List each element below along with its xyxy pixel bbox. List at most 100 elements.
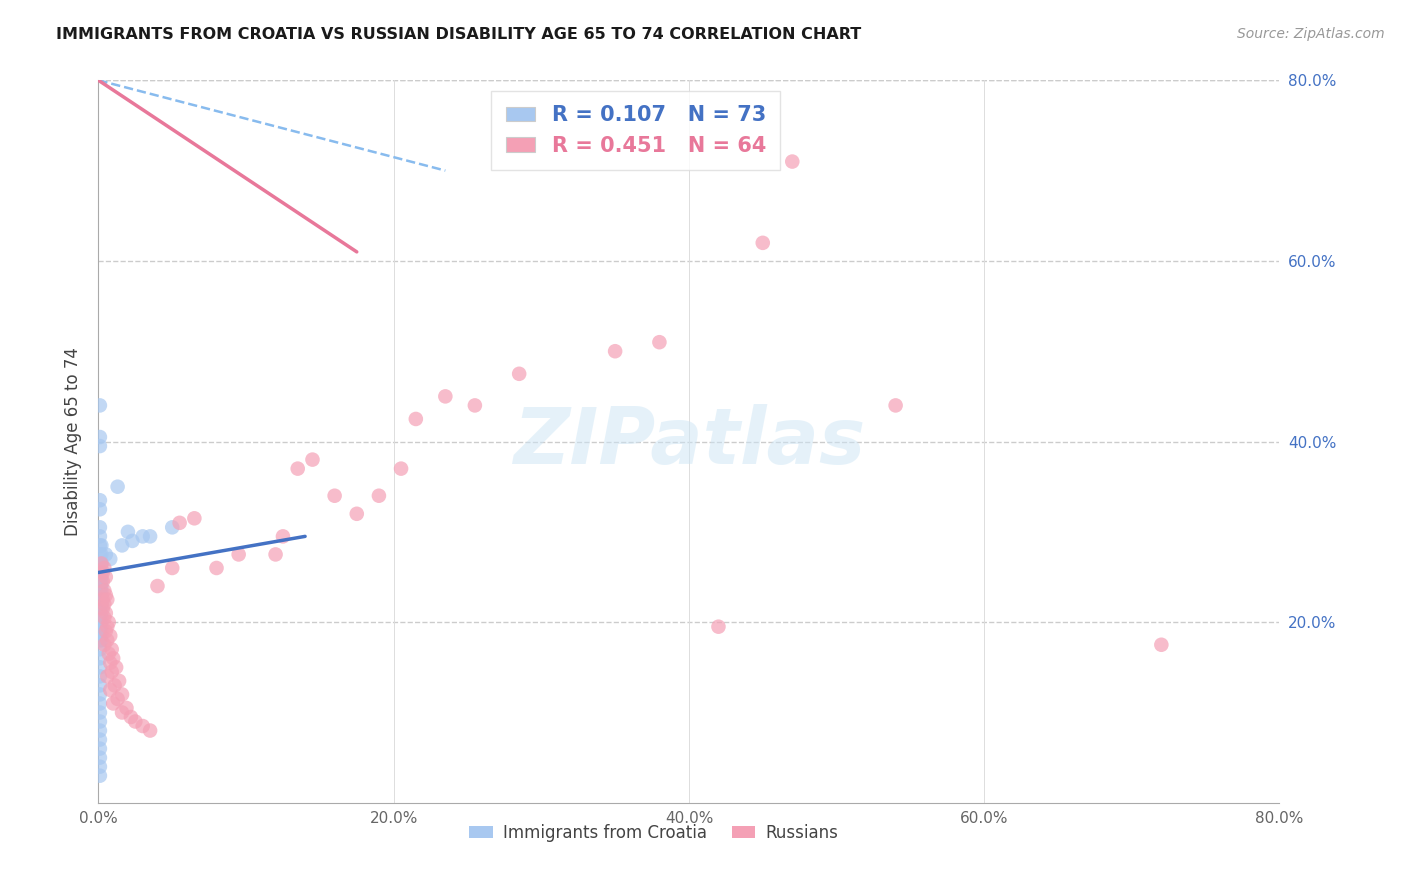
Point: [464, 398, 486, 412]
Point: [91, 601, 114, 615]
Point: [183, 511, 205, 525]
Point: [98, 552, 121, 566]
Point: [90, 601, 112, 615]
Point: [90, 620, 112, 634]
Point: [264, 548, 287, 562]
Point: [90, 557, 112, 571]
Point: [94, 588, 117, 602]
Point: [89, 430, 111, 444]
Legend: Immigrants from Croatia, Russians: Immigrants from Croatia, Russians: [463, 817, 845, 848]
Point: [301, 452, 323, 467]
Point: [98, 682, 121, 697]
Point: [89, 538, 111, 552]
Point: [346, 507, 368, 521]
Point: [89, 651, 111, 665]
Point: [89, 606, 111, 620]
Point: [884, 398, 907, 412]
Point: [132, 719, 155, 733]
Point: [104, 678, 127, 692]
Point: [89, 750, 111, 764]
Point: [93, 597, 115, 611]
Point: [89, 706, 111, 720]
Point: [368, 489, 391, 503]
Point: [90, 538, 112, 552]
Point: [162, 561, 183, 575]
Point: [120, 710, 142, 724]
Point: [323, 489, 346, 503]
Point: [94, 606, 117, 620]
Point: [89, 620, 111, 634]
Point: [89, 601, 111, 615]
Point: [94, 570, 117, 584]
Point: [94, 624, 117, 639]
Point: [96, 592, 118, 607]
Point: [93, 638, 115, 652]
Point: [89, 493, 111, 508]
Point: [103, 697, 125, 711]
Point: [90, 633, 112, 648]
Point: [90, 557, 112, 571]
Point: [90, 629, 112, 643]
Point: [89, 570, 111, 584]
Point: [89, 579, 111, 593]
Point: [89, 732, 111, 747]
Point: [90, 583, 112, 598]
Point: [90, 574, 112, 589]
Point: [89, 439, 111, 453]
Point: [605, 344, 627, 359]
Point: [107, 480, 129, 494]
Text: ZIPatlas: ZIPatlas: [513, 403, 865, 480]
Point: [89, 615, 111, 630]
Point: [89, 723, 111, 738]
Point: [508, 367, 530, 381]
Point: [93, 610, 115, 624]
Point: [228, 548, 250, 562]
Point: [115, 701, 138, 715]
Point: [169, 516, 191, 530]
Point: [91, 574, 114, 589]
Point: [89, 502, 111, 516]
Point: [89, 520, 111, 534]
Point: [111, 706, 134, 720]
Point: [89, 669, 111, 683]
Point: [89, 624, 111, 639]
Point: [1150, 638, 1173, 652]
Point: [90, 570, 112, 584]
Point: [90, 615, 112, 630]
Point: [94, 548, 117, 562]
Text: IMMIGRANTS FROM CROATIA VS RUSSIAN DISABILITY AGE 65 TO 74 CORRELATION CHART: IMMIGRANTS FROM CROATIA VS RUSSIAN DISAB…: [56, 27, 862, 42]
Point: [90, 566, 112, 580]
Point: [89, 660, 111, 674]
Point: [89, 741, 111, 756]
Point: [89, 769, 111, 783]
Point: [108, 673, 131, 688]
Point: [132, 529, 155, 543]
Point: [90, 561, 112, 575]
Point: [89, 642, 111, 657]
Point: [97, 647, 120, 661]
Point: [205, 561, 228, 575]
Point: [117, 524, 139, 539]
Point: [97, 615, 120, 630]
Point: [89, 697, 111, 711]
Point: [98, 629, 121, 643]
Point: [162, 520, 183, 534]
Point: [89, 714, 111, 729]
Point: [89, 557, 111, 571]
Point: [405, 412, 427, 426]
Point: [103, 651, 125, 665]
Point: [89, 548, 111, 562]
Point: [782, 154, 804, 169]
Text: Source: ZipAtlas.com: Source: ZipAtlas.com: [1237, 27, 1385, 41]
Point: [98, 656, 121, 670]
Point: [91, 592, 114, 607]
Point: [90, 579, 112, 593]
Y-axis label: Disability Age 65 to 74: Disability Age 65 to 74: [63, 347, 82, 536]
Point: [89, 566, 111, 580]
Point: [100, 642, 122, 657]
Point: [139, 723, 162, 738]
Point: [124, 714, 146, 729]
Point: [89, 529, 111, 543]
Point: [107, 692, 129, 706]
Point: [93, 583, 115, 598]
